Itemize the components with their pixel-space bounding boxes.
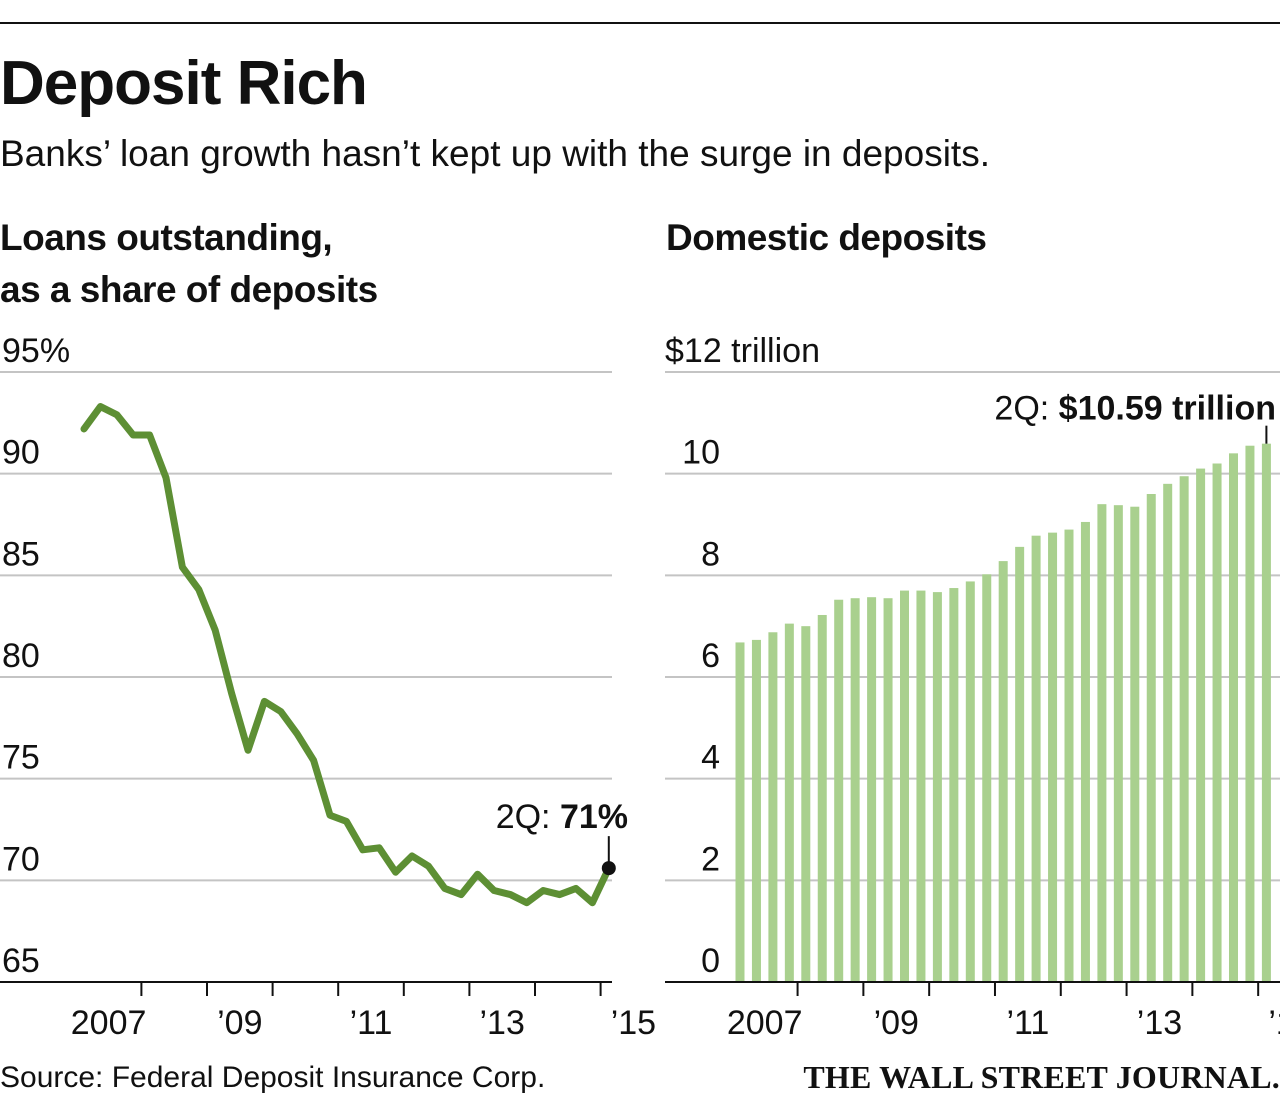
deposits-bar: [916, 590, 926, 982]
deposits-bar: [949, 588, 959, 982]
deposits-x-tick-label: ’13: [1137, 1004, 1182, 1042]
deposits-y-tick-label: 4: [701, 739, 720, 777]
loans-last-point: [601, 861, 616, 876]
deposits-bar: [1196, 468, 1206, 982]
loans-x-tick-label: 2007: [71, 1004, 147, 1042]
loans-series-line: [80, 403, 613, 907]
loans-y-tick-label: 85: [2, 535, 40, 573]
deposits-bar: [932, 592, 942, 982]
loans-y-tick-label: 70: [2, 840, 40, 878]
deposits-bar: [982, 574, 992, 982]
deposits-bar: [1015, 546, 1025, 982]
loans-annotation-value: 71%: [560, 798, 628, 836]
deposits-bar: [1048, 532, 1058, 982]
loans-y-tick-label: 95%: [2, 332, 70, 370]
deposits-bar: [1212, 463, 1222, 982]
deposits-x-tick-label: ’09: [874, 1004, 919, 1042]
deposits-bar: [867, 597, 877, 982]
deposits-bar: [850, 598, 860, 982]
deposits-bar: [1113, 505, 1123, 982]
source-note: Source: Federal Deposit Insurance Corp.: [0, 1061, 546, 1094]
loans-y-tick-label: 80: [2, 637, 40, 675]
deposits-x-tick-label: ’11: [1006, 1004, 1049, 1042]
chart-subtitle: Banks’ loan growth hasn’t kept up with t…: [0, 133, 990, 174]
deposits-annotation-prefix: 2Q:: [994, 390, 1058, 428]
deposits-y-tick-label: $12 trillion: [665, 332, 820, 370]
deposits-bar: [1097, 504, 1107, 982]
deposits-bar: [1163, 483, 1173, 982]
deposits-bar: [1130, 506, 1140, 982]
deposits-bar: [1245, 445, 1255, 982]
deposits-bar: [1146, 494, 1156, 982]
publisher-logo: THE WALL STREET JOURNAL.: [803, 1059, 1280, 1095]
deposits-y-tick-label: 10: [682, 434, 720, 472]
deposits-bar: [1080, 521, 1090, 982]
deposits-bar: [965, 581, 975, 982]
deposits-bar: [1261, 443, 1271, 982]
deposits-bar: [817, 614, 827, 982]
loans-x-tick-label: ’13: [480, 1004, 525, 1042]
loans-annotation: 2Q: 71%: [496, 798, 628, 836]
deposits-bar: [883, 598, 893, 982]
deposits-y-tick-label: 2: [701, 840, 720, 878]
loans-panel-title-line-2: as a share of deposits: [0, 269, 378, 310]
deposits-bar: [768, 632, 778, 982]
chart-title: Deposit Rich: [0, 49, 368, 118]
loans-y-tick-label: 90: [2, 434, 40, 472]
deposits-bar: [1179, 476, 1189, 982]
loans-x-tick-label: ’09: [217, 1004, 262, 1042]
deposits-bar: [1064, 529, 1074, 982]
loans-x-tick-label: ’11: [350, 1004, 393, 1042]
deposits-bar: [900, 590, 909, 982]
deposits-annotation: 2Q: $10.59 trillion: [994, 390, 1276, 428]
loans-panel-title: Loans outstanding, as a share of deposit…: [0, 212, 378, 316]
deposits-y-tick-label: 8: [701, 535, 720, 573]
deposits-bar: [1031, 535, 1041, 982]
loans-y-tick-label: 75: [2, 739, 40, 777]
loans-annotation-prefix: 2Q:: [496, 798, 560, 836]
deposits-bar: [801, 626, 811, 982]
deposits-bar: [1229, 453, 1238, 982]
deposits-x-tick-label: 2007: [727, 1004, 803, 1042]
deposits-bar: [751, 639, 761, 982]
deposits-bar: [998, 561, 1008, 982]
deposits-bar: [735, 642, 745, 982]
deposits-y-tick-label: 6: [701, 637, 720, 675]
loans-chart: 95% 90 85 80 75 70 65 2007 ’09 ’11 ’13 ’15 2Q: 71%: [0, 332, 656, 1042]
deposits-annotation-value: $10.59 trillion: [1059, 390, 1276, 428]
deposits-bar: [784, 623, 794, 982]
loans-x-tick-label: ’15: [611, 1004, 656, 1042]
deposits-y-tick-label: 0: [701, 942, 720, 980]
top-rule: [0, 22, 1280, 24]
deposits-bar: [834, 599, 844, 982]
loans-panel-title-line-1: Loans outstanding,: [0, 217, 333, 258]
deposits-panel-title: Domestic deposits: [666, 217, 987, 258]
deposits-x-tick-label: ’15: [1268, 1004, 1280, 1042]
loans-y-tick-label: 65: [2, 942, 40, 980]
